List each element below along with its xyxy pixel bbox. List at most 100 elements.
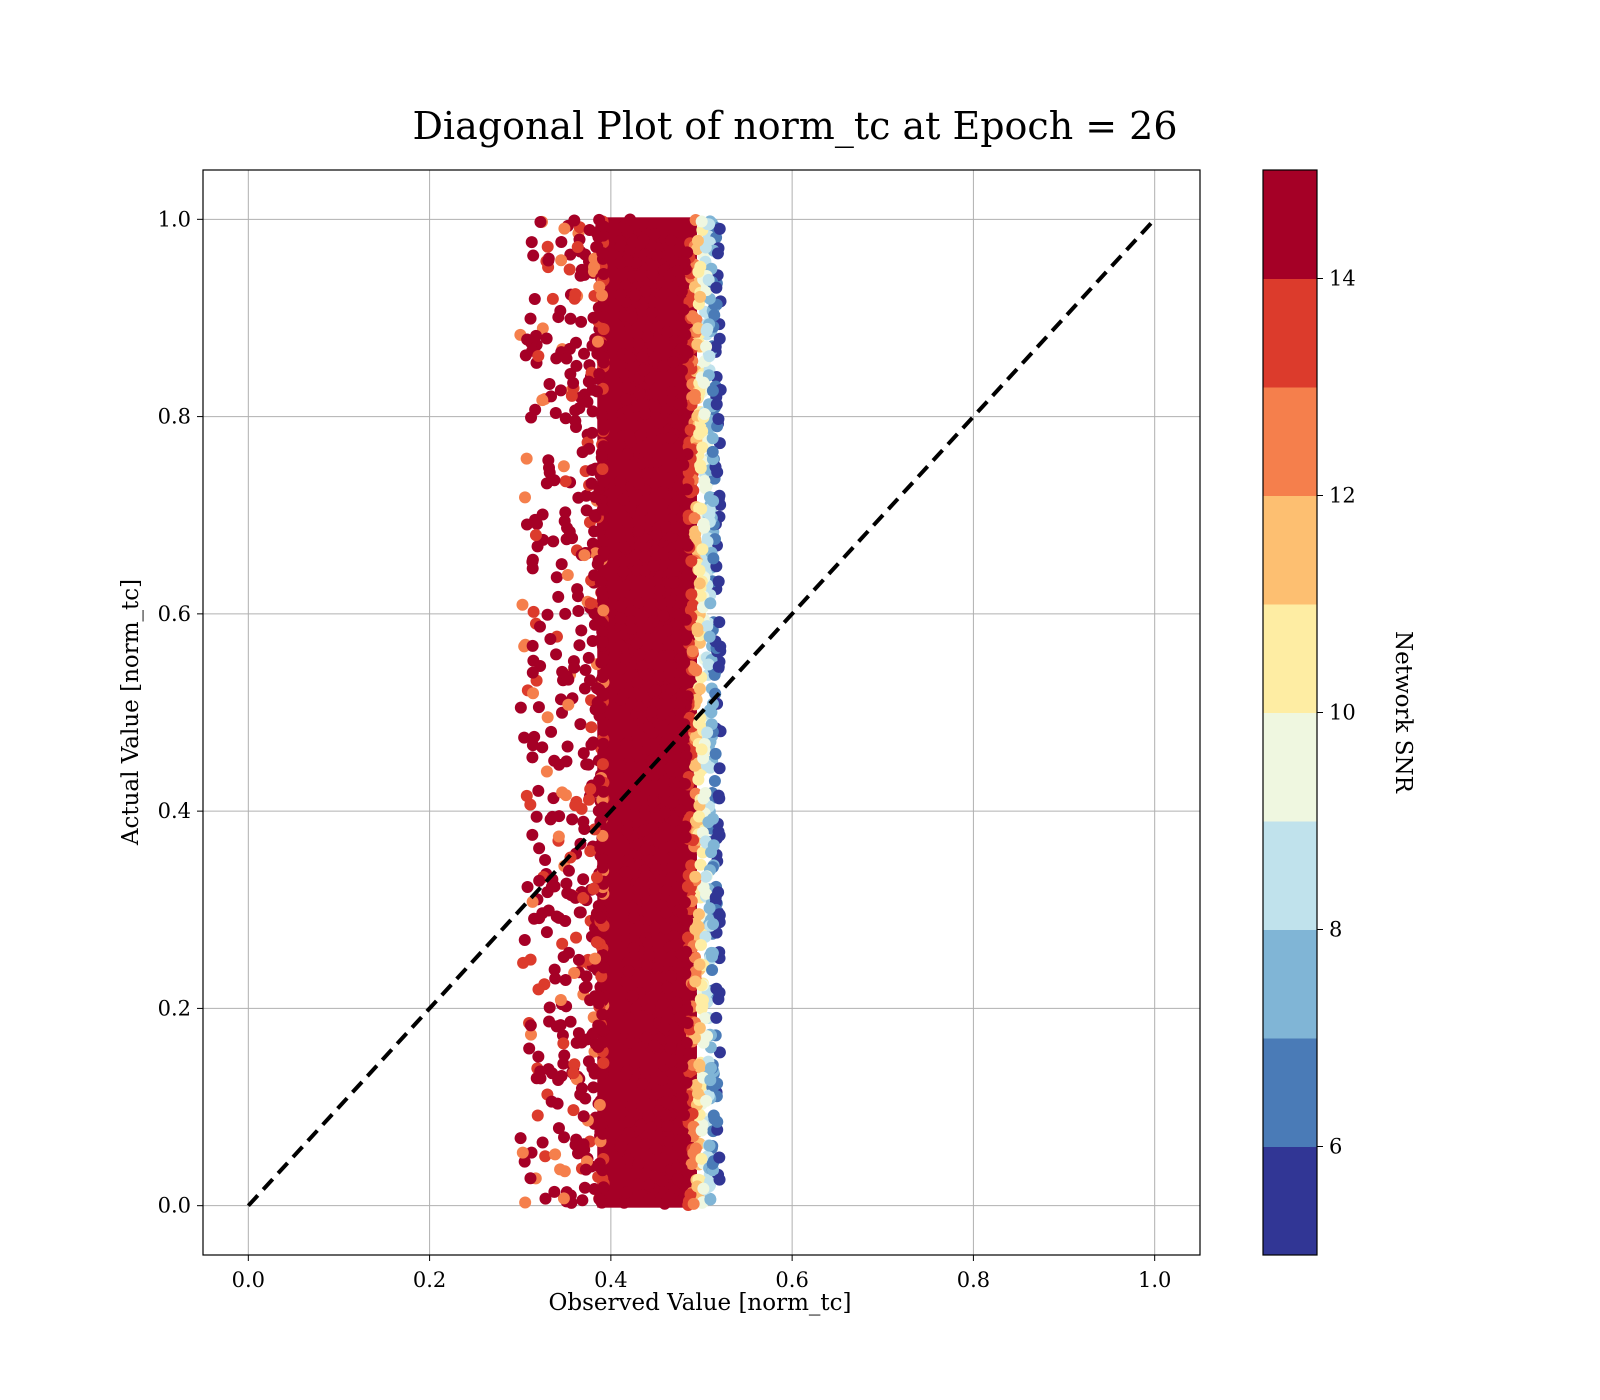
scatter-point	[550, 571, 563, 584]
scatter-point	[525, 411, 538, 424]
scatter-point	[700, 340, 713, 353]
scatter-point	[708, 775, 721, 788]
scatter-point	[711, 247, 724, 260]
scatter-point	[658, 1197, 671, 1210]
scatter-point	[641, 959, 654, 972]
scatter-point	[586, 537, 599, 550]
scatter-point	[635, 1118, 648, 1131]
scatter-point	[653, 670, 666, 683]
scatter-point	[640, 669, 653, 682]
scatter-point	[639, 843, 652, 856]
scatter-point	[590, 682, 603, 695]
scatter-point	[568, 966, 581, 979]
scatter-point	[636, 659, 649, 672]
scatter-point	[649, 684, 662, 697]
scatter-point	[525, 236, 538, 249]
scatter-point	[673, 397, 686, 410]
scatter-point	[681, 346, 694, 359]
scatter-point	[707, 1109, 720, 1122]
scatter-point	[533, 912, 546, 925]
scatter-point	[550, 910, 563, 923]
scatter-point	[571, 240, 584, 253]
scatter-point	[699, 241, 712, 254]
scatter-point	[534, 1065, 547, 1078]
scatter-point	[674, 804, 687, 817]
scatter-point	[592, 613, 605, 626]
scatter-point	[693, 577, 706, 590]
scatter-point	[593, 1193, 606, 1206]
scatter-point	[543, 1001, 556, 1014]
scatter-point	[689, 870, 702, 883]
scatter-point	[670, 1161, 683, 1174]
scatter-point	[712, 660, 725, 673]
scatter-point	[653, 416, 666, 429]
scatter-point	[667, 356, 680, 369]
scatter-point	[681, 914, 694, 927]
scatter-point	[574, 906, 587, 919]
colorbar	[1262, 169, 1318, 1256]
scatter-point	[597, 546, 610, 559]
scatter-point	[555, 235, 568, 248]
scatter-point	[562, 946, 575, 959]
scatter-point	[641, 331, 654, 344]
scatter-point	[668, 255, 681, 268]
scatter-point	[619, 975, 632, 988]
scatter-point	[660, 906, 673, 919]
scatter-point	[619, 866, 632, 879]
scatter-point	[661, 1119, 674, 1132]
scatter-point	[677, 1109, 690, 1122]
scatter-point	[596, 1127, 609, 1140]
scatter-point	[697, 376, 710, 389]
scatter-point	[680, 537, 693, 550]
scatter-point	[526, 828, 539, 841]
scatter-point	[679, 1133, 692, 1146]
scatter-point	[614, 639, 627, 652]
scatter-point	[665, 683, 678, 696]
scatter-point	[555, 558, 568, 571]
scatter-point	[544, 813, 557, 826]
scatter-point	[570, 359, 583, 372]
scatter-point	[671, 1173, 684, 1186]
x-tick-label: 0.0	[232, 1268, 265, 1292]
scatter-point	[635, 760, 648, 773]
scatter-point	[548, 963, 561, 976]
scatter-point	[617, 367, 630, 380]
scatter-point	[586, 463, 599, 476]
scatter-point	[632, 524, 645, 537]
scatter-point	[665, 234, 678, 247]
scatter-point	[647, 795, 660, 808]
scatter-point	[657, 609, 670, 622]
scatter-point	[698, 408, 711, 421]
scatter-point	[703, 630, 716, 643]
scatter-point	[627, 236, 640, 249]
scatter-point	[713, 1046, 726, 1059]
scatter-point	[596, 626, 609, 639]
scatter-point	[532, 701, 545, 714]
scatter-point	[629, 799, 642, 812]
scatter-point	[642, 621, 655, 634]
scatter-point	[688, 512, 701, 525]
colorbar-ticks: 6 8 10 12 14	[1317, 267, 1356, 1159]
scatter-point	[637, 233, 650, 246]
scatter-point	[518, 491, 531, 504]
scatter-point	[597, 229, 610, 242]
scatter-point	[578, 549, 591, 562]
colorbar-segment	[1263, 929, 1317, 1039]
scatter-point	[706, 445, 719, 458]
scatter-point	[578, 823, 591, 836]
scatter-point	[590, 871, 603, 884]
scatter-point	[518, 731, 531, 744]
scatter-point	[638, 885, 651, 898]
scatter-point	[706, 964, 719, 977]
scatter-point	[559, 412, 572, 425]
scatter-point	[580, 758, 593, 771]
scatter-point	[577, 891, 590, 904]
scatter-point	[516, 1146, 529, 1159]
scatter-point	[704, 1193, 717, 1206]
scatter-point	[620, 1186, 633, 1199]
scatter-point	[681, 568, 694, 581]
scatter-point	[556, 937, 569, 950]
scatter-point	[532, 1050, 545, 1063]
scatter-point	[644, 512, 657, 525]
scatter-point	[707, 495, 720, 508]
